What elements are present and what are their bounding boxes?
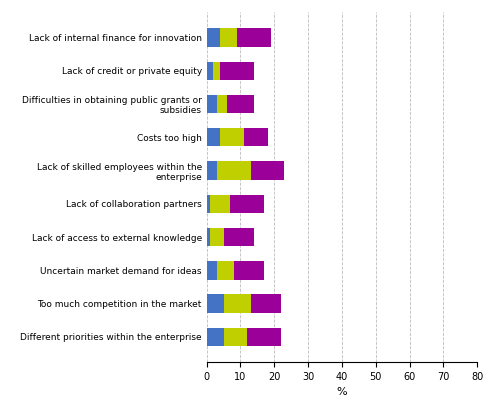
- Bar: [217, 161, 250, 180]
- Bar: [217, 261, 234, 280]
- Bar: [230, 195, 264, 213]
- Bar: [250, 295, 281, 313]
- Bar: [223, 328, 247, 346]
- Legend: High importance, Medium importance, Low importance: High importance, Medium importance, Low …: [181, 412, 492, 416]
- Bar: [207, 295, 223, 313]
- Bar: [244, 128, 268, 146]
- X-axis label: %: %: [337, 387, 347, 397]
- Bar: [207, 328, 223, 346]
- Bar: [217, 95, 227, 113]
- Bar: [220, 62, 254, 80]
- Bar: [207, 161, 217, 180]
- Bar: [220, 28, 237, 47]
- Bar: [227, 95, 254, 113]
- Bar: [223, 295, 250, 313]
- Bar: [234, 261, 264, 280]
- Bar: [237, 28, 271, 47]
- Bar: [207, 95, 217, 113]
- Bar: [207, 195, 210, 213]
- Bar: [207, 28, 220, 47]
- Bar: [207, 128, 220, 146]
- Bar: [214, 62, 220, 80]
- Bar: [207, 261, 217, 280]
- Bar: [250, 161, 284, 180]
- Bar: [207, 228, 210, 246]
- Bar: [223, 228, 254, 246]
- Bar: [210, 228, 223, 246]
- Bar: [207, 62, 214, 80]
- Bar: [247, 328, 281, 346]
- Bar: [220, 128, 244, 146]
- Bar: [210, 195, 230, 213]
